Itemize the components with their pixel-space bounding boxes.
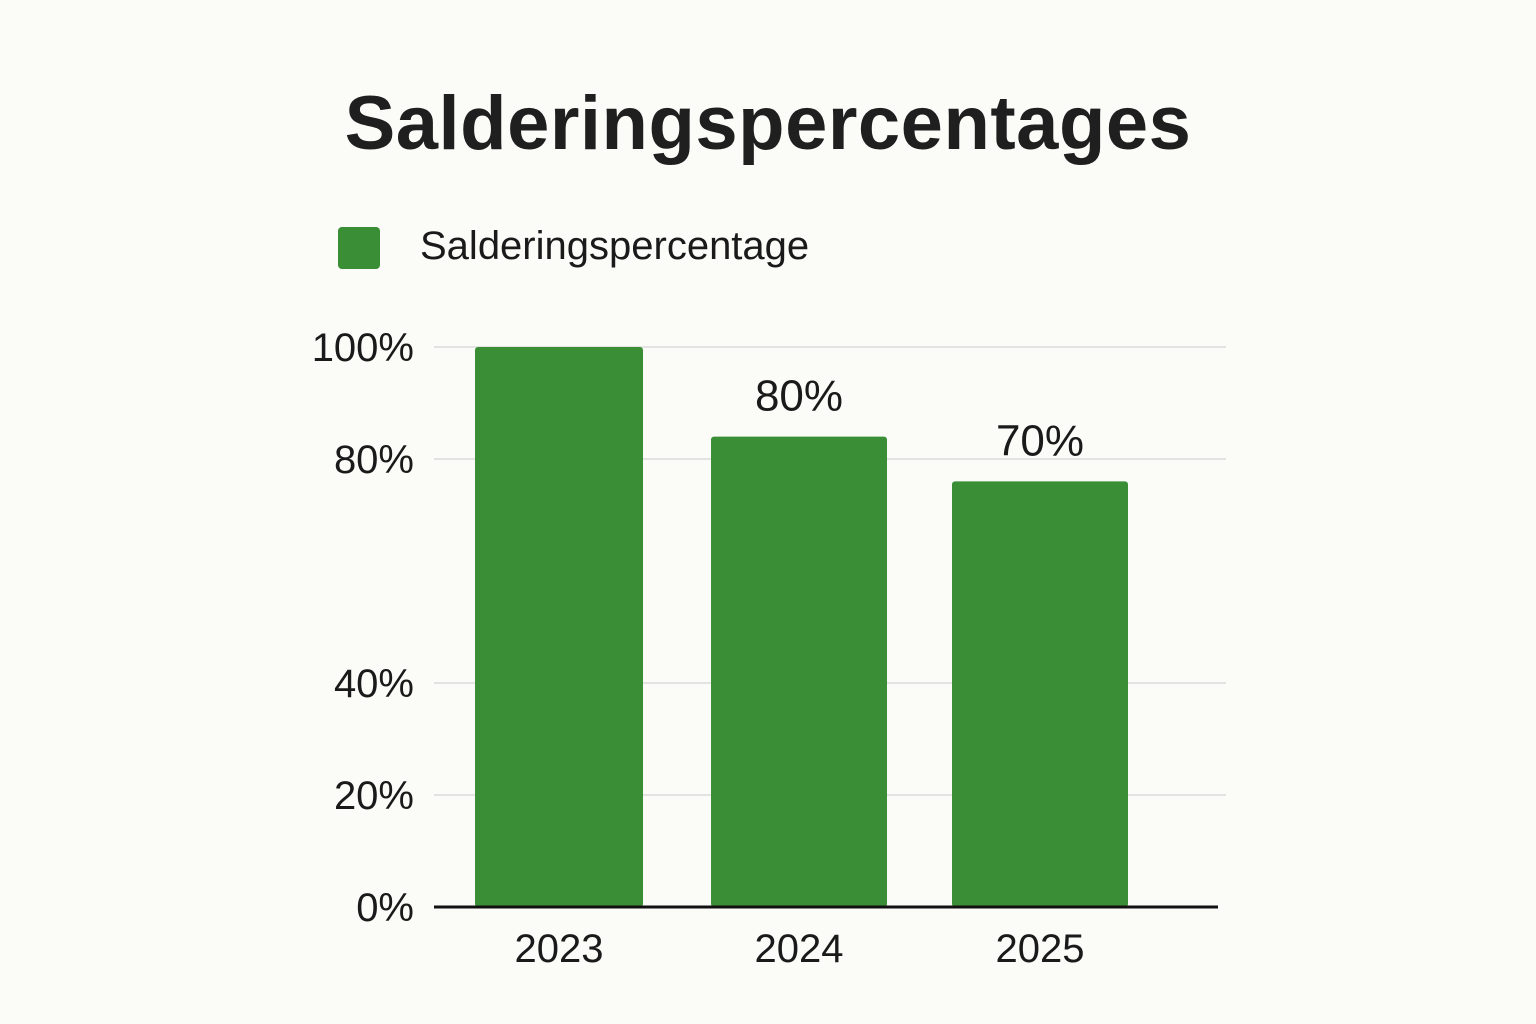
y-tick-label: 100%	[312, 326, 414, 370]
y-tick-label: 40%	[334, 662, 414, 706]
data-label: 80%	[755, 372, 843, 421]
x-tick-label: 2024	[755, 927, 844, 971]
x-tick-label: 2023	[515, 927, 604, 971]
bar	[475, 347, 643, 907]
y-tick-label: 80%	[334, 438, 414, 482]
data-label: 70%	[996, 416, 1084, 465]
bar	[952, 481, 1128, 907]
legend-swatch	[338, 227, 380, 269]
y-tick-label: 20%	[334, 774, 414, 818]
chart-title: Salderingspercentages	[344, 81, 1192, 166]
y-tick-label: 0%	[356, 886, 414, 930]
bar	[711, 436, 887, 907]
x-tick-label: 2025	[996, 927, 1085, 971]
legend-label: Salderingspercentage	[420, 224, 810, 268]
